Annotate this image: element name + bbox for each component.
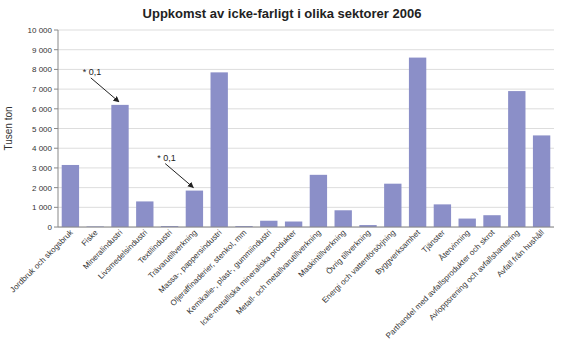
grid-line [58,207,554,208]
y-axis-label: Tusen ton [3,106,14,150]
y-tick-label: 10 000 [28,26,53,35]
bar [62,165,79,227]
y-tick [54,187,58,188]
grid-line [58,148,554,149]
y-tick [54,167,58,168]
bar [459,219,476,227]
x-axis-line [58,227,554,228]
y-tick-label: 2 000 [32,184,53,193]
y-axis-line [58,30,59,227]
bar [136,201,153,227]
y-tick [54,207,58,208]
bar [111,105,128,227]
grid-line [58,49,554,50]
y-tick-label: 0 [48,223,53,232]
y-tick-label: 6 000 [32,105,53,114]
y-tick-label: 7 000 [32,85,53,94]
y-tick-label: 1 000 [32,203,53,212]
grid-line [58,89,554,90]
y-tick [54,148,58,149]
grid-line [58,187,554,188]
x-tick-label: Avfall från hushåll [495,228,546,279]
annotation-arrow [91,78,119,102]
annotation: * 0,1 [83,67,102,77]
bar [434,204,451,227]
y-tick [54,69,58,70]
bar [533,135,550,227]
grid-line [58,128,554,129]
y-tick [54,227,58,228]
x-tick-label: Byggverksamhet [374,228,423,277]
bar [335,210,352,227]
x-tick-label: Fiske [80,228,100,248]
chart-container: Uppkomst av icke-farligt i olika sektore… [0,0,564,347]
y-tick [54,89,58,90]
bar [483,215,500,227]
y-tick-label: 8 000 [32,65,53,74]
y-tick-label: 9 000 [32,46,53,55]
grid [58,30,554,227]
y-tick [54,30,58,31]
y-tick [54,108,58,109]
x-tick-label: Avloppsrening och avfallshantering [427,228,521,322]
y-ticks: 0 1 000 2 000 3 000 4 000 5 000 6 000 7 000 8 00… [28,26,58,232]
bar [310,175,327,227]
bar [285,222,302,228]
x-tick-label: Icke-metalliska mineraliska produkter [199,228,299,328]
x-ticks: Jordbruk och skogsbrukFiskeMineralindust… [8,227,546,340]
x-tick-label: Jordbruk och skogsbruk [8,227,75,294]
annotation: * 0,1 [157,153,176,163]
grid-line [58,108,554,109]
y-tick [54,49,58,50]
grid-line [58,30,554,31]
x-tick-label: Parthandel med avfallsprodukter och skro… [384,228,497,341]
y-tick-label: 4 000 [32,144,53,153]
grid-line [58,69,554,70]
x-tick-label: Övrig tillverkning [324,228,372,276]
bar [211,72,228,227]
y-tick-label: 5 000 [32,125,53,134]
bar [409,58,426,227]
grid-line [58,227,554,228]
bar [384,184,401,227]
y-tick-label: 3 000 [32,164,53,173]
chart: Uppkomst av icke-farligt i olika sektore… [0,0,564,347]
annotations: * 0,1 * 0,1 [83,67,194,188]
bars [62,58,551,227]
title: Uppkomst av icke-farligt i olika sektore… [143,6,422,21]
bar [508,91,525,227]
bar [260,221,277,227]
bar [186,191,203,227]
annotation-arrow [165,164,193,188]
y-tick [54,128,58,129]
grid-line [58,167,554,168]
